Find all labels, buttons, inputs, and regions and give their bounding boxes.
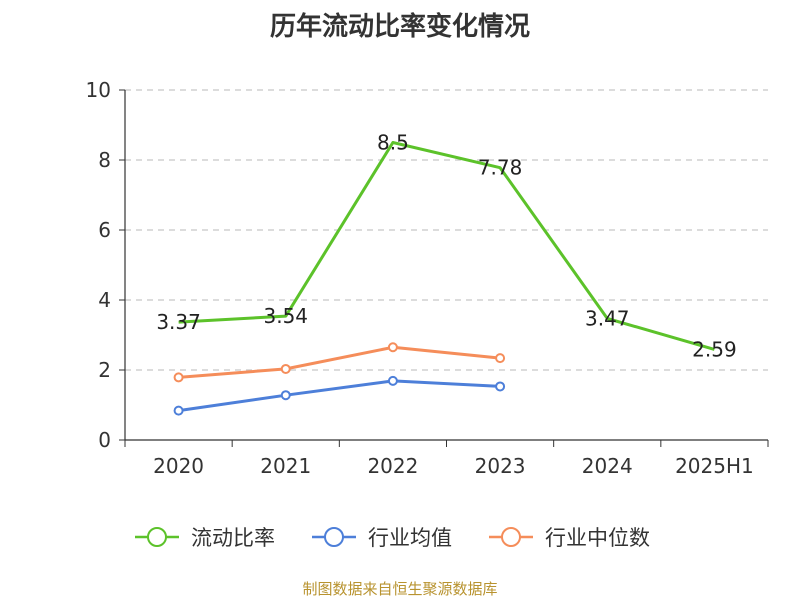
y-tick-label: 8: [98, 148, 111, 172]
data-point: [173, 372, 184, 383]
data-point: [495, 353, 506, 364]
legend-label: 行业均值: [368, 526, 452, 550]
legend-label: 流动比率: [191, 526, 275, 550]
data-point: [387, 342, 398, 353]
x-tick-label: 2023: [475, 454, 526, 478]
x-tick-label: 2020: [153, 454, 204, 478]
y-tick-label: 0: [98, 428, 111, 452]
data-point: [495, 381, 506, 392]
legend-marker: [501, 527, 521, 547]
legend-item: 行业均值: [312, 526, 452, 550]
data-point: [280, 390, 291, 401]
data-point: [387, 375, 398, 386]
legend-item: 行业中位数: [489, 526, 650, 550]
axes: 0 2 4 6 8 10 2020 2021 2022 2023 2024 2025H1: [86, 78, 769, 478]
data-label: 7.78: [478, 156, 523, 180]
data-label: 3.47: [585, 307, 630, 331]
x-tick-label: 2021: [260, 454, 311, 478]
x-tick-label: 2024: [582, 454, 633, 478]
legend-marker: [324, 527, 344, 547]
x-tick-label: 2022: [367, 454, 418, 478]
series-line: [178, 141, 715, 351]
data-point: [173, 405, 184, 416]
grid-lines: [125, 89, 768, 371]
y-tick-label: 10: [86, 78, 111, 102]
y-tick-label: 6: [98, 218, 111, 242]
data-label: 3.37: [156, 310, 201, 334]
y-tick-label: 2: [98, 358, 111, 382]
legend: 流动比率 行业均值 行业中位数: [135, 526, 650, 550]
source-note: 制图数据来自恒生聚源数据库: [302, 580, 498, 598]
data-point: [280, 363, 291, 374]
data-label: 2.59: [692, 337, 737, 361]
data-label: 3.54: [263, 304, 308, 328]
legend-item: 流动比率: [135, 526, 275, 550]
legend-marker: [147, 527, 167, 547]
series-lines: [173, 141, 715, 416]
data-label: 8.5: [377, 131, 409, 155]
legend-label: 行业中位数: [545, 526, 650, 550]
x-tick-label: 2025H1: [675, 454, 754, 478]
data-labels: 3.37 3.54 8.5 7.78 3.47 2.59: [156, 131, 736, 362]
series-line: [178, 379, 501, 413]
y-tick-label: 4: [98, 288, 111, 312]
series-line: [178, 345, 501, 379]
chart-title: 历年流动比率变化情况: [269, 12, 530, 42]
